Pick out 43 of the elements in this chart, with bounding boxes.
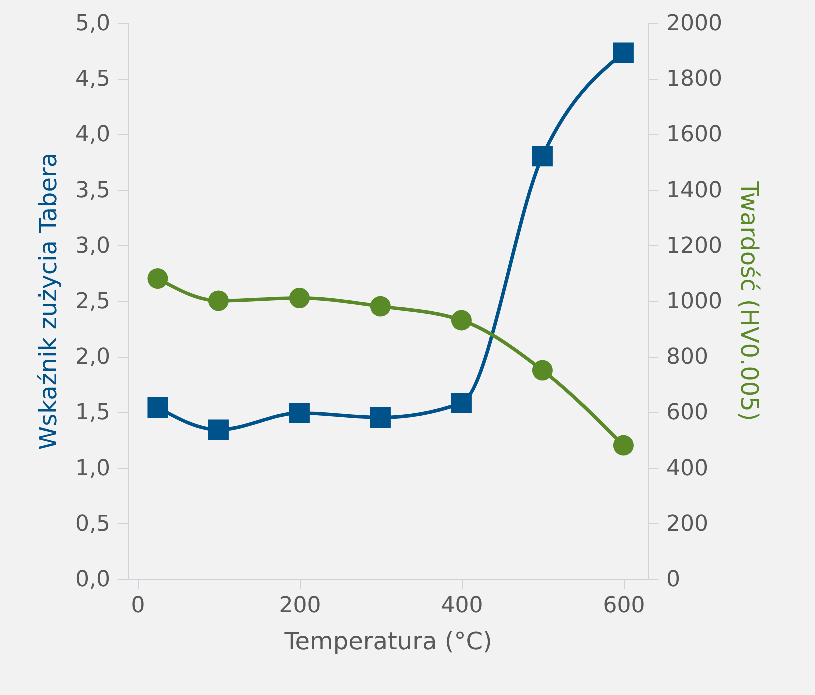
y2-tick-label: 1200 (666, 234, 722, 259)
y-axis-title: Wskaźnik zużycia Tabera (34, 152, 63, 450)
y2-tick-label: 1400 (666, 178, 722, 204)
y-tick-label: 0,5 (76, 512, 110, 537)
y-tick-label: 4,5 (76, 67, 110, 92)
x-tick-label: 400 (441, 594, 484, 618)
point (451, 310, 472, 331)
point (532, 146, 553, 167)
point (289, 288, 310, 308)
point (613, 42, 634, 64)
y-tick-label: 3,5 (76, 178, 110, 204)
y2-tick-label: 0 (666, 568, 680, 592)
y2-tick-label: 1800 (666, 67, 722, 92)
point (613, 435, 634, 456)
point (370, 408, 391, 428)
y-tick-label: 5,0 (76, 12, 110, 36)
y-tick-label: 2,5 (76, 290, 110, 314)
y-tick-label: 1,5 (76, 400, 110, 426)
x-tick-label: 200 (279, 594, 322, 618)
y2-axis-title: Twardość (HV0.005) (735, 180, 764, 422)
y2-tick-label: 1000 (666, 290, 722, 314)
point (148, 268, 168, 289)
y2-tick-label: 800 (666, 345, 708, 370)
x-tick-label: 600 (603, 594, 646, 618)
x-tick-label: 0 (131, 594, 146, 618)
point (208, 290, 229, 312)
point (148, 398, 168, 418)
point (289, 403, 310, 424)
y-tick-label: 0,0 (76, 568, 110, 592)
y2-tick-label: 2000 (666, 12, 722, 36)
y-tick-label: 3,0 (76, 234, 110, 259)
x-axis-title: Temperatura (°C) (284, 628, 492, 656)
point (370, 296, 391, 317)
point (532, 360, 553, 381)
y-tick-label: 1,0 (76, 456, 110, 482)
y2-tick-label: 1600 (666, 122, 722, 148)
y-tick-label: 2,0 (76, 345, 110, 370)
y2-tick-label: 200 (666, 512, 708, 537)
y2-tick-label: 600 (666, 400, 708, 426)
point (451, 393, 472, 414)
y2-tick-label: 400 (666, 456, 708, 482)
y-tick-label: 4,0 (76, 122, 110, 148)
point (208, 420, 229, 440)
